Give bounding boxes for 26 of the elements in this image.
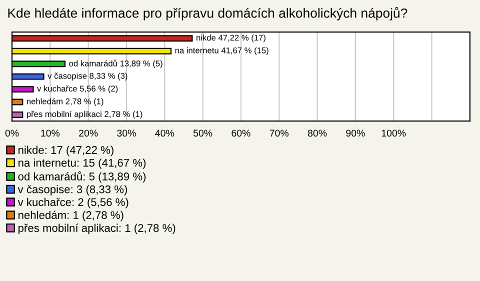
chart-title: Kde hledáte informace pro přípravu domácích alkoholických nápojů? [8, 7, 408, 20]
x-tick-label: 10% [41, 130, 60, 137]
legend-label: nikde: 17 (47,22 %) [18, 146, 114, 156]
data-label: nehledám 2,78 % (1) [26, 98, 104, 106]
x-tick-label: 50% [193, 130, 212, 137]
x-tick-label: 40% [155, 130, 174, 137]
data-label: od kamarádů 13,89 % (5) [69, 60, 162, 68]
data-label: v časopise 8,33 % (3) [48, 72, 128, 80]
x-tick-label: 80% [308, 130, 327, 137]
legend-label: přes mobilní aplikaci: 1 (2,78 %) [18, 224, 176, 234]
legend-label: v kuchařce: 2 (5,56 %) [18, 198, 128, 208]
x-tick-label: 60% [232, 130, 250, 137]
x-tick-label: 30% [117, 130, 136, 137]
x-tick-label: 70% [270, 130, 289, 137]
legend-label: od kamarádů: 5 (13,89 %) [18, 171, 146, 183]
data-label: přes mobilní aplikaci 2,78 % (1) [26, 110, 142, 119]
x-tick-label: 90% [346, 130, 365, 137]
legend-label: nehledám: 1 (2,78 %) [18, 210, 124, 222]
legend-label: v časopise: 3 (8,33 %) [18, 185, 128, 196]
x-tick-label: 20% [79, 130, 98, 137]
x-tick-label: 100% [382, 130, 406, 137]
data-label: na internetu 41,67 % (15) [175, 47, 268, 55]
x-tick-label: 0% [5, 130, 19, 137]
data-label: v kuchařce 5,56 % (2) [37, 85, 118, 94]
legend-label: na internetu: 15 (41,67 %) [18, 158, 146, 169]
data-label: nikde 47,22 % (17) [196, 34, 266, 42]
